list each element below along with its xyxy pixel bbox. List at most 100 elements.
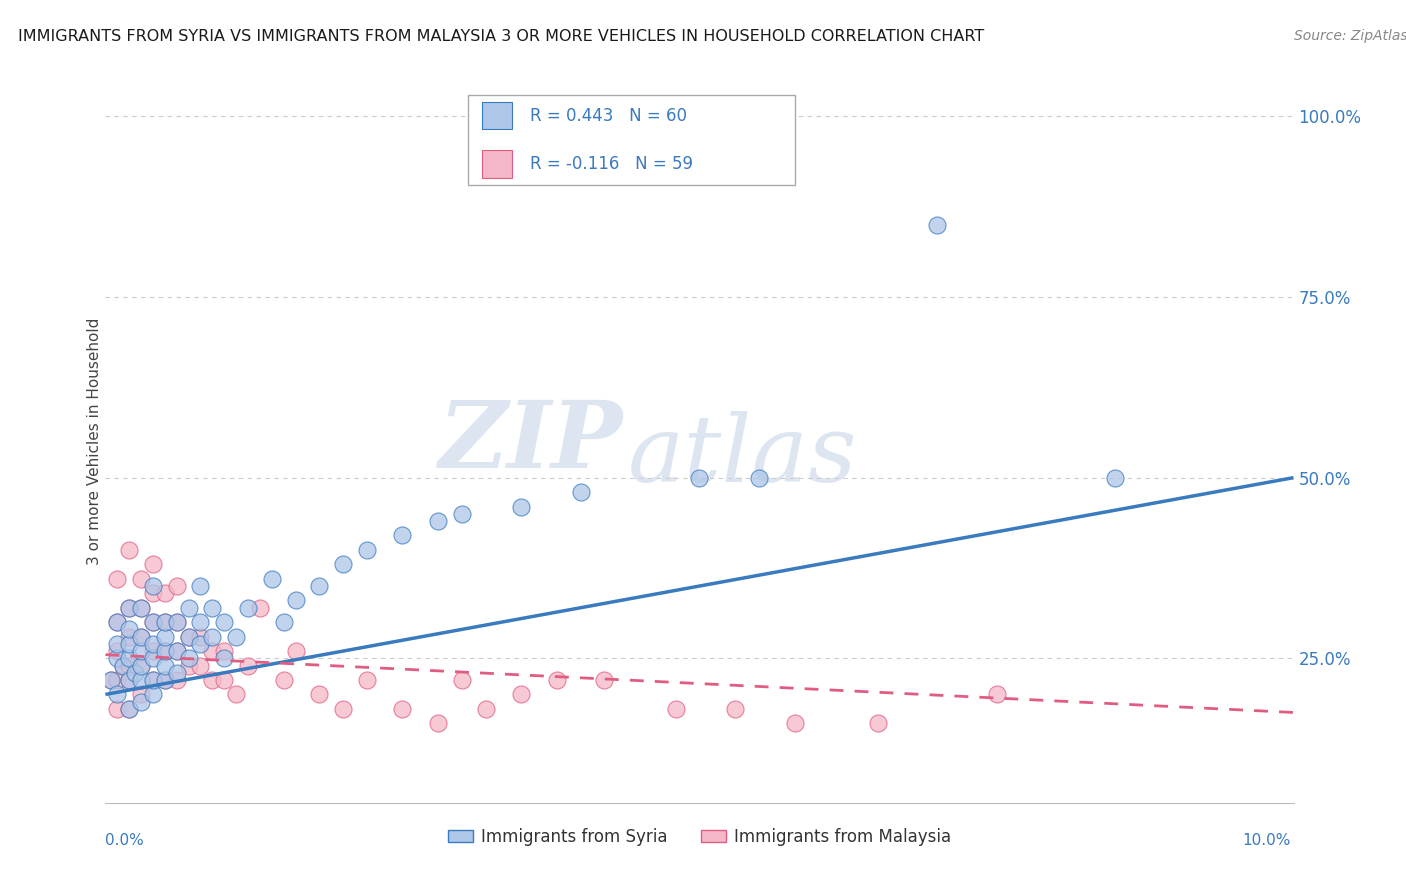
Point	[201, 630, 224, 644]
Point	[177, 630, 200, 644]
Point	[177, 651, 200, 665]
Point	[214, 615, 236, 630]
Point	[129, 572, 152, 586]
Point	[129, 658, 152, 673]
FancyBboxPatch shape	[482, 102, 512, 129]
Legend: Immigrants from Syria, Immigrants from Malaysia: Immigrants from Syria, Immigrants from M…	[441, 821, 957, 852]
Point	[1104, 471, 1126, 485]
Point	[190, 615, 212, 630]
Point	[129, 673, 152, 687]
Point	[177, 600, 200, 615]
Point	[450, 673, 472, 687]
Point	[356, 673, 378, 687]
Point	[249, 600, 271, 615]
Point	[129, 687, 152, 701]
Point	[105, 615, 128, 630]
Point	[427, 716, 450, 731]
Point	[129, 630, 152, 644]
Point	[105, 637, 128, 651]
Point	[153, 630, 176, 644]
Point	[225, 687, 247, 701]
Point	[214, 673, 236, 687]
Point	[105, 615, 128, 630]
Point	[153, 644, 176, 658]
Point	[214, 651, 236, 665]
FancyBboxPatch shape	[468, 95, 794, 185]
Point	[546, 673, 568, 687]
Point	[450, 507, 472, 521]
Point	[166, 644, 188, 658]
Point	[118, 637, 141, 651]
Point	[166, 673, 188, 687]
Point	[118, 600, 141, 615]
Point	[153, 673, 176, 687]
Point	[665, 702, 688, 716]
Point	[105, 673, 128, 687]
Point	[177, 630, 200, 644]
Point	[166, 665, 188, 680]
Point	[332, 702, 354, 716]
Point	[214, 644, 236, 658]
Point	[332, 558, 354, 572]
Point	[474, 702, 496, 716]
Point	[391, 702, 413, 716]
Point	[105, 687, 128, 701]
Point	[153, 644, 176, 658]
Point	[225, 630, 247, 644]
Point	[129, 695, 152, 709]
Point	[201, 600, 224, 615]
Point	[391, 528, 413, 542]
Point	[118, 623, 141, 637]
Point	[593, 673, 616, 687]
Point	[129, 630, 152, 644]
Point	[166, 644, 188, 658]
Y-axis label: 3 or more Vehicles in Household: 3 or more Vehicles in Household	[87, 318, 101, 566]
Point	[142, 558, 165, 572]
Point	[100, 673, 122, 687]
Point	[284, 644, 307, 658]
Point	[142, 673, 165, 687]
Point	[166, 579, 188, 593]
Point	[105, 644, 128, 658]
Point	[142, 644, 165, 658]
Point	[190, 630, 212, 644]
Point	[748, 471, 770, 485]
Text: atlas: atlas	[628, 411, 858, 501]
Point	[142, 586, 165, 600]
Point	[284, 593, 307, 607]
Point	[308, 687, 330, 701]
Point	[118, 630, 141, 644]
Point	[142, 615, 165, 630]
Point	[153, 658, 176, 673]
Point	[129, 644, 152, 658]
Point	[236, 658, 259, 673]
Point	[201, 644, 224, 658]
Point	[129, 658, 152, 673]
Point	[118, 702, 141, 716]
Point	[142, 615, 165, 630]
Point	[142, 673, 165, 687]
Point	[510, 687, 533, 701]
Point	[236, 600, 259, 615]
Point	[153, 673, 176, 687]
Point	[927, 218, 949, 232]
Text: R = -0.116   N = 59: R = -0.116 N = 59	[530, 155, 693, 173]
Point	[273, 673, 295, 687]
Point	[124, 665, 146, 680]
Point	[142, 579, 165, 593]
Point	[112, 658, 135, 673]
Point	[783, 716, 806, 731]
Point	[118, 542, 141, 557]
Point	[105, 702, 128, 716]
Text: Source: ZipAtlas.com: Source: ZipAtlas.com	[1294, 29, 1406, 43]
Point	[510, 500, 533, 514]
Point	[190, 637, 212, 651]
Point	[427, 514, 450, 528]
Text: R = 0.443   N = 60: R = 0.443 N = 60	[530, 107, 686, 125]
Point	[118, 673, 141, 687]
Point	[308, 579, 330, 593]
Point	[724, 702, 747, 716]
Point	[129, 600, 152, 615]
Point	[100, 673, 122, 687]
Point	[105, 651, 128, 665]
